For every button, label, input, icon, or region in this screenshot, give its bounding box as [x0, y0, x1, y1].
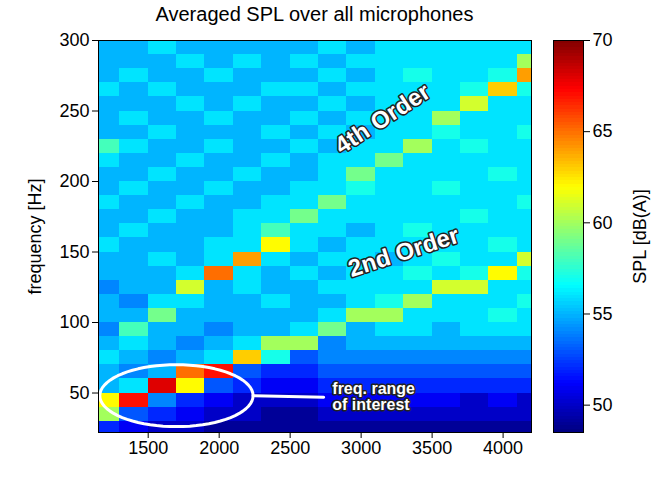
svg-text:4000: 4000 [483, 438, 523, 458]
svg-text:300: 300 [59, 30, 89, 50]
svg-text:freq. rangeof interest: freq. rangeof interest [332, 380, 415, 413]
svg-text:50: 50 [593, 395, 613, 415]
svg-text:70: 70 [593, 30, 613, 50]
svg-text:55: 55 [593, 304, 613, 324]
svg-text:3500: 3500 [412, 438, 452, 458]
svg-text:2nd Order: 2nd Order [345, 221, 462, 282]
svg-text:60: 60 [593, 213, 613, 233]
svg-text:2500: 2500 [270, 438, 310, 458]
svg-text:1500: 1500 [128, 438, 168, 458]
svg-text:150: 150 [59, 242, 89, 262]
svg-text:2000: 2000 [199, 438, 239, 458]
svg-text:50: 50 [69, 383, 89, 403]
html-text:Averaged SPL over all micropho: Averaged SPL over all microphones [155, 3, 474, 25]
svg-text:3000: 3000 [341, 438, 381, 458]
svg-text:frequency [Hz]: frequency [Hz] [25, 178, 45, 294]
svg-text:100: 100 [59, 312, 89, 332]
svg-text:200: 200 [59, 171, 89, 191]
svg-text:250: 250 [59, 101, 89, 121]
svg-text:65: 65 [593, 121, 613, 141]
svg-text:SPL [dB(A)]: SPL [dB(A)] [630, 189, 650, 283]
svg-text:4th Order: 4th Order [329, 77, 434, 158]
